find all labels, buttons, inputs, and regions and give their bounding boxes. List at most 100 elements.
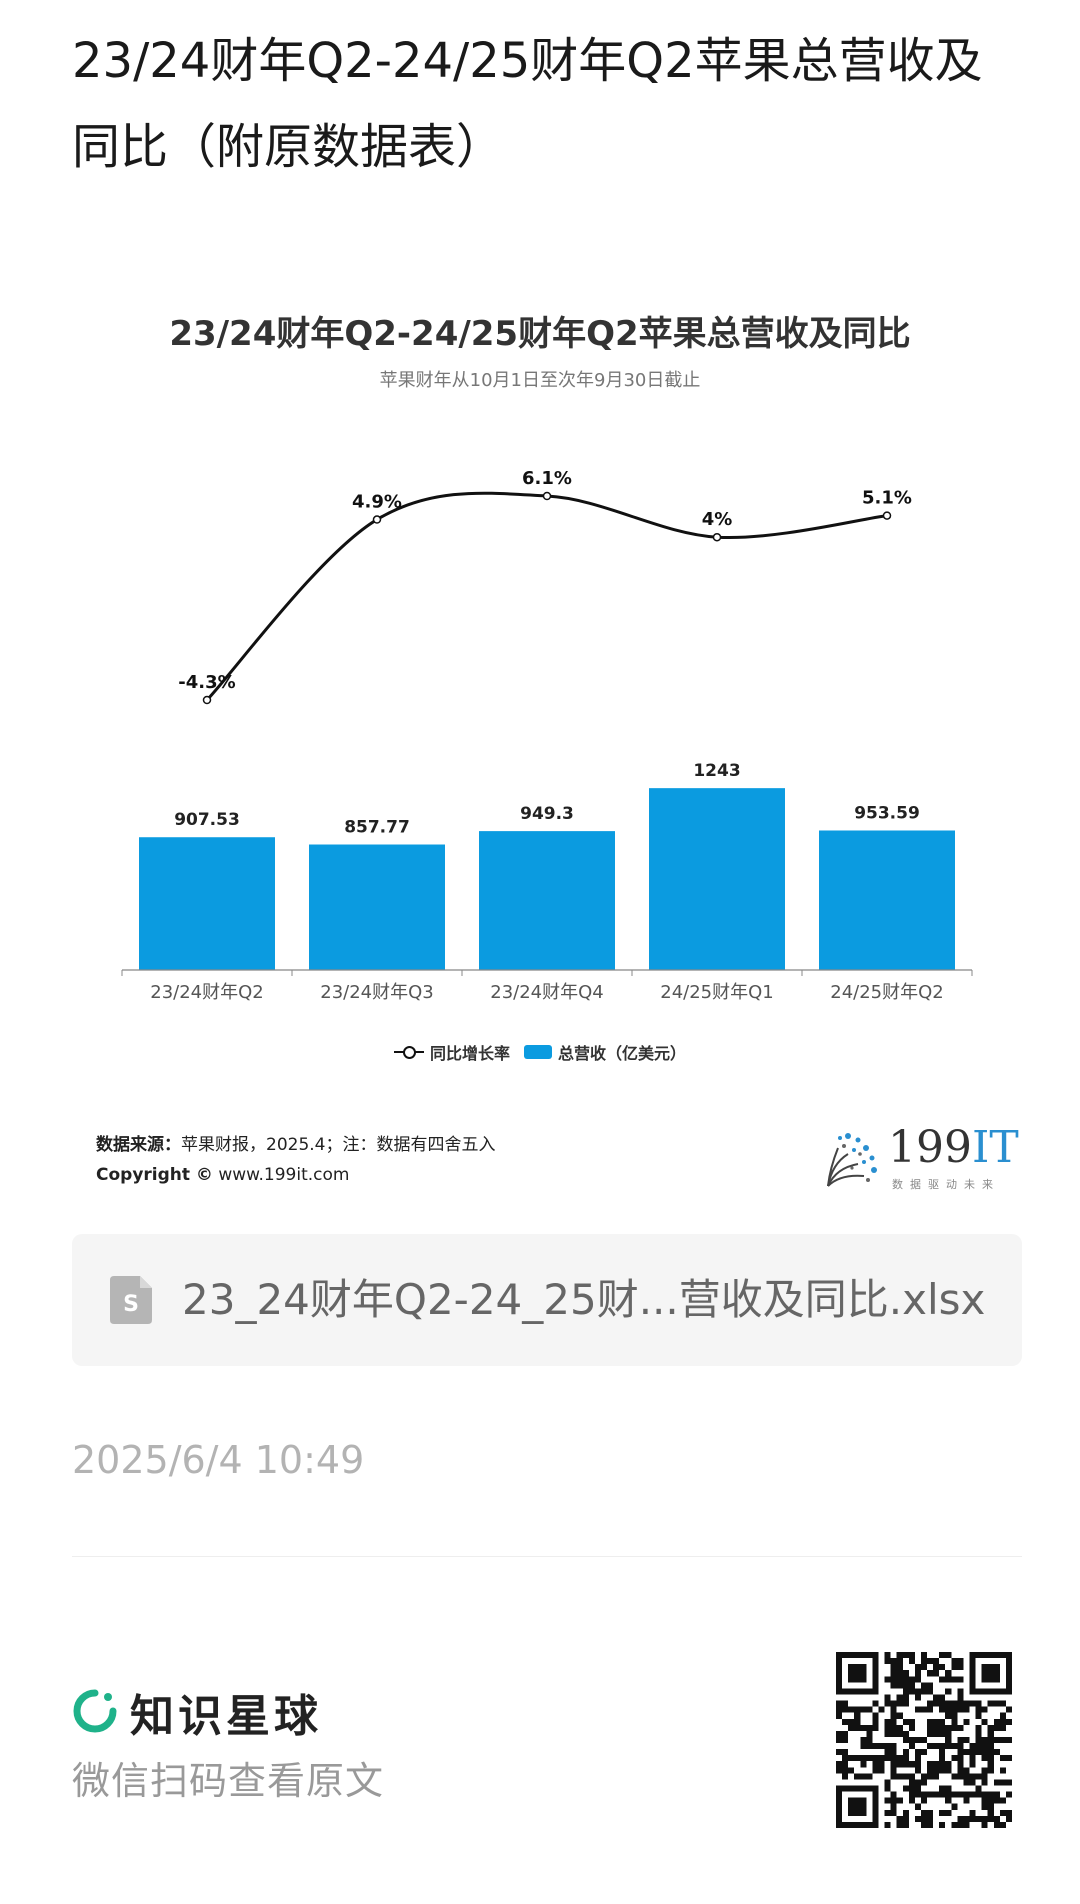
divider xyxy=(72,1556,1022,1557)
qr-module xyxy=(914,1767,921,1774)
qr-module xyxy=(896,1670,903,1677)
growth-value-label: 5.1% xyxy=(862,488,912,509)
qr-finder-module xyxy=(872,1658,879,1665)
qr-module xyxy=(939,1749,946,1756)
qr-module xyxy=(878,1755,885,1762)
growth-line xyxy=(205,491,888,702)
copyright-label: Copyright © xyxy=(96,1165,213,1185)
qr-module xyxy=(981,1743,988,1750)
qr-module xyxy=(884,1694,891,1701)
qr-module xyxy=(902,1736,909,1744)
qr-module xyxy=(933,1767,940,1774)
qr-module xyxy=(890,1809,897,1816)
qr-module xyxy=(981,1767,988,1774)
qr-finder-module xyxy=(848,1809,855,1816)
qr-module xyxy=(999,1736,1006,1744)
qr-module xyxy=(999,1767,1006,1774)
qr-module xyxy=(842,1730,849,1737)
qr-module xyxy=(999,1700,1006,1707)
x-axis: 23/24财年Q2 23/24财年Q3 23/24财年Q4 24/25财年Q1 24/2… xyxy=(121,969,973,1003)
post-timestamp: 2025/6/4 10:49 xyxy=(72,1438,365,1482)
qr-finder-module xyxy=(854,1803,861,1810)
qr-module xyxy=(914,1706,921,1713)
qr-module xyxy=(957,1743,964,1750)
qr-finder-module xyxy=(872,1785,879,1792)
scan-hint: 微信扫码查看原文 xyxy=(72,1759,385,1803)
qr-finder-module xyxy=(836,1803,843,1810)
qr-module xyxy=(1005,1706,1012,1713)
qr-module xyxy=(842,1706,849,1713)
qr-module xyxy=(914,1670,921,1677)
qr-finder-module xyxy=(993,1676,1000,1683)
qr-module xyxy=(963,1749,970,1756)
qr-module xyxy=(884,1749,891,1756)
qr-module xyxy=(993,1797,1000,1804)
qr-module xyxy=(945,1706,952,1713)
qr-module xyxy=(951,1712,958,1719)
qr-finder-module xyxy=(969,1682,976,1689)
qr-module xyxy=(854,1724,861,1731)
qr-finder-module xyxy=(836,1821,843,1828)
qr-module xyxy=(933,1670,940,1677)
qr-module xyxy=(951,1755,958,1762)
attachment-card[interactable]: S 23_24财年Q2-24_25财...营收及同比.xlsx xyxy=(72,1234,1022,1366)
qr-module xyxy=(939,1694,946,1701)
bar xyxy=(479,831,615,970)
qr-module xyxy=(987,1730,994,1737)
qr-module xyxy=(908,1682,915,1689)
qr-module xyxy=(872,1755,879,1762)
qr-module xyxy=(927,1821,934,1828)
qr-module xyxy=(933,1761,940,1768)
x-tick-label: 23/24财年Q4 xyxy=(490,982,604,1003)
qr-module xyxy=(939,1761,946,1768)
brand-wordmark: 199IT xyxy=(888,1122,1019,1173)
dandelion-logo-icon xyxy=(827,1133,877,1187)
qr-module xyxy=(1005,1791,1012,1798)
qr-module xyxy=(993,1779,1000,1786)
qr-module xyxy=(890,1767,897,1774)
qr-finder-module xyxy=(981,1670,988,1677)
qr-module xyxy=(902,1652,909,1659)
qr-module xyxy=(884,1779,891,1786)
qr-module xyxy=(945,1791,952,1798)
qr-module xyxy=(842,1700,849,1707)
qr-module xyxy=(993,1749,1000,1756)
qr-module xyxy=(896,1773,903,1780)
qr-module xyxy=(927,1718,934,1725)
qr-module xyxy=(872,1700,879,1707)
qr-module xyxy=(993,1815,1000,1822)
qr-module xyxy=(902,1718,909,1725)
qr-code-icon[interactable] xyxy=(836,1652,1012,1828)
qr-module xyxy=(987,1700,994,1707)
qr-finder-module xyxy=(848,1797,855,1804)
qr-module xyxy=(920,1682,928,1689)
qr-finder-module xyxy=(1005,1670,1012,1677)
qr-module xyxy=(866,1736,873,1744)
qr-module xyxy=(969,1743,976,1750)
qr-module xyxy=(902,1688,909,1695)
qr-finder-module xyxy=(969,1658,976,1665)
qr-module xyxy=(975,1773,982,1780)
qr-module xyxy=(939,1730,946,1737)
qr-module xyxy=(836,1749,843,1756)
qr-module xyxy=(957,1724,964,1731)
qr-module xyxy=(951,1821,958,1828)
qr-module xyxy=(842,1761,849,1768)
qr-module xyxy=(920,1773,928,1780)
qr-module xyxy=(890,1761,897,1768)
qr-module xyxy=(866,1755,873,1762)
qr-finder-module xyxy=(872,1821,879,1828)
qr-module xyxy=(939,1724,946,1731)
qr-module xyxy=(872,1761,879,1768)
qr-module xyxy=(981,1815,988,1822)
qr-module xyxy=(896,1658,903,1665)
qr-finder-module xyxy=(860,1785,867,1792)
qr-module xyxy=(920,1706,928,1713)
qr-module xyxy=(963,1736,970,1744)
qr-module xyxy=(842,1755,849,1762)
qr-module xyxy=(969,1779,976,1786)
qr-module xyxy=(969,1815,976,1822)
qr-module xyxy=(836,1730,843,1737)
qr-module xyxy=(902,1730,909,1737)
growth-point xyxy=(712,532,722,542)
